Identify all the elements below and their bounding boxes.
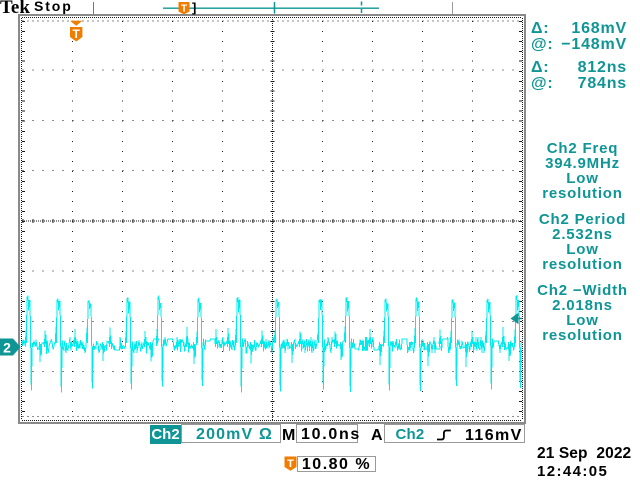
svg-text:T: T [287,458,294,470]
svg-text:2: 2 [3,340,11,356]
svg-text:T: T [73,27,81,41]
svg-text:T: T [181,4,187,15]
